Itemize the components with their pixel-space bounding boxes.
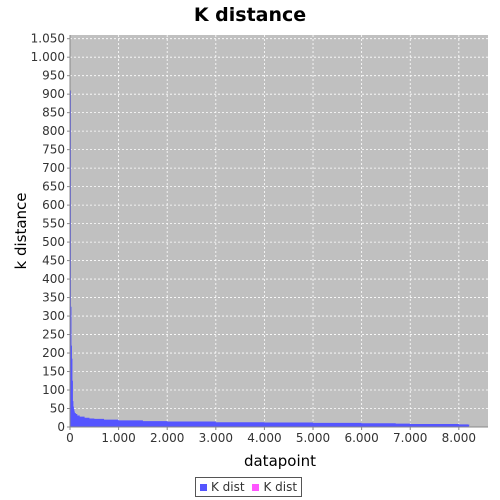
y-tick-label: 750: [42, 143, 65, 157]
y-tick-label: 550: [42, 217, 65, 231]
y-tick-label: 850: [42, 106, 65, 120]
y-tick-label: 150: [42, 365, 65, 379]
y-tick-label: 800: [42, 124, 65, 138]
legend-item-1: K dist: [199, 480, 245, 494]
x-tick-label: 0: [66, 431, 74, 445]
y-tick-label: 650: [42, 180, 65, 194]
y-tick-label: 950: [42, 69, 65, 83]
y-tick-label: 300: [42, 309, 65, 323]
x-axis-ticks: 0 1.000 2.000 3.000 4.000 5.000 6.000 7.000 8.00…: [66, 427, 476, 445]
chart-title: K distance: [194, 4, 306, 26]
x-tick-label: 4.000: [247, 431, 281, 445]
y-tick-label: 500: [42, 235, 65, 249]
x-tick-label: 2.000: [150, 431, 184, 445]
legend-label-1: K dist: [210, 480, 245, 494]
x-tick-label: 1.000: [101, 431, 135, 445]
y-tick-label: 900: [42, 87, 65, 101]
y-tick-label: 200: [42, 346, 65, 360]
y-tick-label: 400: [42, 272, 65, 286]
y-tick-label: 50: [50, 402, 65, 416]
y-tick-label: 600: [42, 198, 65, 212]
legend: K dist K dist: [195, 477, 302, 497]
legend-item-2: K dist: [252, 480, 297, 494]
y-tick-label: 450: [42, 254, 65, 268]
legend-label-2: K dist: [263, 480, 298, 494]
grid-lines: [69, 35, 488, 428]
legend-swatch-1: [199, 483, 207, 491]
plot-area: [70, 35, 488, 427]
x-axis-title: datapoint: [244, 452, 316, 470]
y-axis-ticks: 0 50 100 150 200 250 300 350 400 450 500 550 600 650 7…: [31, 32, 70, 434]
x-tick-label: 6.000: [344, 431, 378, 445]
x-tick-label: 8.000: [442, 431, 476, 445]
x-tick-label: 7.000: [393, 431, 427, 445]
x-tick-label: 3.000: [199, 431, 233, 445]
x-tick-label: 5.000: [296, 431, 330, 445]
y-tick-label: 250: [42, 328, 65, 342]
y-tick-label: 1.000: [31, 50, 65, 64]
axes: [69, 35, 488, 428]
y-tick-label: 350: [42, 291, 65, 305]
y-axis-title: k distance: [12, 192, 30, 269]
y-tick-label: 1.050: [31, 32, 65, 46]
legend-swatch-2: [252, 483, 260, 491]
y-tick-label: 100: [42, 383, 65, 397]
y-tick-label: 700: [42, 161, 65, 175]
y-tick-label: 0: [57, 420, 65, 434]
